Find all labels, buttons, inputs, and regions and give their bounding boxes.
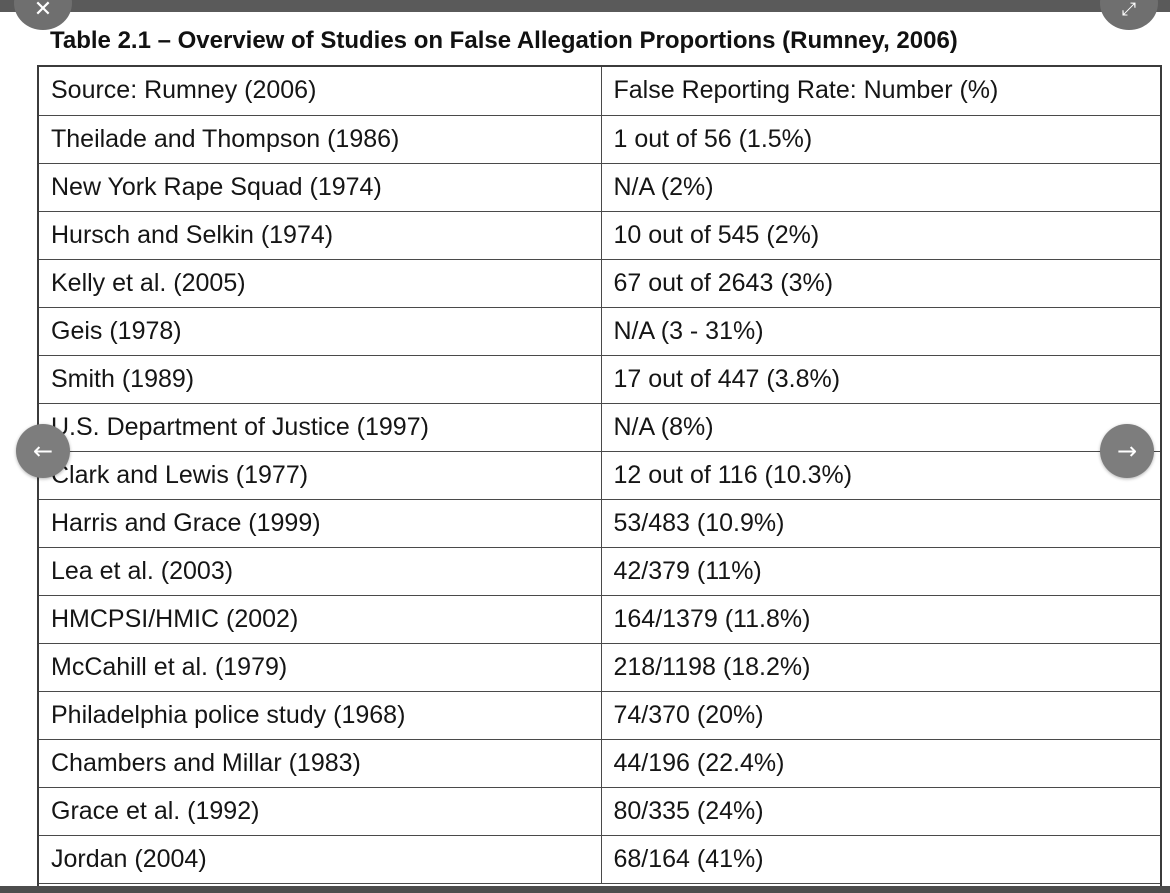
rate-cell: 164/1379 (11.8%)	[601, 595, 1160, 644]
source-cell: Theilade and Thompson (1986)	[39, 115, 602, 164]
table-row: Geis (1978) N/A (3 - 31%)	[39, 307, 1160, 356]
rate-cell: N/A (8%)	[601, 403, 1160, 452]
header-cell-rate: False Reporting Rate: Number (%)	[601, 67, 1160, 116]
table-row: Clark and Lewis (1977) 12 out of 116 (10…	[39, 451, 1160, 500]
arrow-left-icon: ←	[32, 437, 54, 465]
close-icon: ✕	[33, 0, 53, 22]
expand-button[interactable]: ⤢	[1100, 0, 1158, 30]
rate-cell: 67 out of 2643 (3%)	[601, 259, 1160, 308]
table-row: McCahill et al. (1979) 218/1198 (18.2%)	[39, 643, 1160, 692]
source-cell: McCahill et al. (1979)	[39, 643, 602, 692]
table-row: New York Rape Squad (1974) N/A (2%)	[39, 163, 1160, 212]
table-row: Hursch and Selkin (1974) 10 out of 545 (…	[39, 211, 1160, 260]
table-title: Table 2.1 – Overview of Studies on False…	[50, 27, 958, 54]
table-row: Philadelphia police study (1968) 74/370 …	[39, 691, 1160, 740]
bottom-edge-strip	[0, 886, 1170, 893]
table-row: Smith (1989) 17 out of 447 (3.8%)	[39, 355, 1160, 404]
rate-cell: 12 out of 116 (10.3%)	[601, 451, 1160, 500]
source-cell: New York Rape Squad (1974)	[39, 163, 602, 212]
table-row: Chambers and Millar (1983) 44/196 (22.4%…	[39, 739, 1160, 788]
source-cell: Harris and Grace (1999)	[39, 499, 602, 548]
rate-cell: N/A (3 - 31%)	[601, 307, 1160, 356]
rate-cell: 1 out of 56 (1.5%)	[601, 115, 1160, 164]
rate-cell: 44/196 (22.4%)	[601, 739, 1160, 788]
source-cell: Lea et al. (2003)	[39, 547, 602, 596]
arrow-right-icon: →	[1116, 437, 1138, 465]
source-cell: Grace et al. (1992)	[39, 787, 602, 836]
close-button[interactable]: ✕	[14, 0, 72, 30]
source-cell: Philadelphia police study (1968)	[39, 691, 602, 740]
rate-cell: 218/1198 (18.2%)	[601, 643, 1160, 692]
header-cell-source: Source: Rumney (2006)	[39, 67, 602, 116]
rate-cell: 80/335 (24%)	[601, 787, 1160, 836]
table-row: U.S. Department of Justice (1997) N/A (8…	[39, 403, 1160, 452]
table-row: Harris and Grace (1999) 53/483 (10.9%)	[39, 499, 1160, 548]
next-image-button[interactable]: →	[1100, 424, 1154, 478]
table-row: Grace et al. (1992) 80/335 (24%)	[39, 787, 1160, 836]
table-row: Jordan (2004) 68/164 (41%)	[39, 835, 1160, 884]
table-row: Lea et al. (2003) 42/379 (11%)	[39, 547, 1160, 596]
source-cell: Hursch and Selkin (1974)	[39, 211, 602, 260]
top-edge-strip	[0, 0, 1170, 12]
rate-cell: N/A (2%)	[601, 163, 1160, 212]
table-row: Kelly et al. (2005) 67 out of 2643 (3%)	[39, 259, 1160, 308]
source-cell: Geis (1978)	[39, 307, 602, 356]
source-cell: Smith (1989)	[39, 355, 602, 404]
rate-cell: 10 out of 545 (2%)	[601, 211, 1160, 260]
rate-cell: 17 out of 447 (3.8%)	[601, 355, 1160, 404]
source-cell: U.S. Department of Justice (1997)	[39, 403, 602, 452]
source-cell: Chambers and Millar (1983)	[39, 739, 602, 788]
table-row: Theilade and Thompson (1986) 1 out of 56…	[39, 115, 1160, 164]
expand-diagonal-icon: ⤢	[1121, 0, 1137, 20]
source-cell: Kelly et al. (2005)	[39, 259, 602, 308]
studies-table-container: Source: Rumney (2006) False Reporting Ra…	[37, 65, 1162, 893]
rate-cell: 74/370 (20%)	[601, 691, 1160, 740]
rate-cell: 68/164 (41%)	[601, 835, 1160, 884]
table-row: HMCPSI/HMIC (2002) 164/1379 (11.8%)	[39, 595, 1160, 644]
previous-image-button[interactable]: ←	[16, 424, 70, 478]
source-cell: Clark and Lewis (1977)	[39, 451, 602, 500]
source-cell: HMCPSI/HMIC (2002)	[39, 595, 602, 644]
studies-table: Source: Rumney (2006) False Reporting Ra…	[39, 67, 1160, 884]
rate-cell: 42/379 (11%)	[601, 547, 1160, 596]
rate-cell: 53/483 (10.9%)	[601, 499, 1160, 548]
source-cell: Jordan (2004)	[39, 835, 602, 884]
table-header-row: Source: Rumney (2006) False Reporting Ra…	[39, 67, 1160, 116]
